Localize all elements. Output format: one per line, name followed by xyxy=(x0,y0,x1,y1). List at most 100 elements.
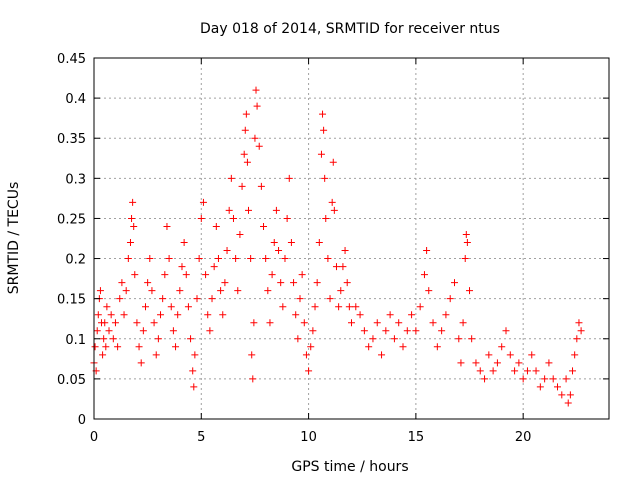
data-point xyxy=(105,327,113,335)
data-point xyxy=(204,311,212,319)
data-point xyxy=(167,303,175,311)
data-point xyxy=(365,343,373,351)
data-point xyxy=(305,367,313,375)
data-point xyxy=(545,359,553,367)
data-point xyxy=(403,327,411,335)
data-point xyxy=(577,327,585,335)
data-point xyxy=(285,174,293,182)
data-point xyxy=(197,214,205,222)
data-point xyxy=(390,335,398,343)
data-point xyxy=(150,319,158,327)
data-point xyxy=(315,239,323,247)
data-points xyxy=(90,86,585,407)
data-point xyxy=(558,391,566,399)
data-point xyxy=(128,214,136,222)
data-point xyxy=(287,239,295,247)
data-point xyxy=(219,311,227,319)
data-point xyxy=(133,319,141,327)
data-point xyxy=(253,102,261,110)
axis-ticks: 0 5 10 15 20 0 0.05 0.1 0.15 0.2 0.25 0.3 0.35 0.4 0.4… xyxy=(57,52,609,445)
data-point xyxy=(302,351,310,359)
data-point xyxy=(345,303,353,311)
data-point xyxy=(266,319,274,327)
data-point xyxy=(99,351,107,359)
data-point xyxy=(107,311,115,319)
data-point xyxy=(234,287,242,295)
data-point xyxy=(420,271,428,279)
data-point xyxy=(240,150,248,158)
data-point xyxy=(208,295,216,303)
data-point xyxy=(446,295,454,303)
data-point xyxy=(451,279,458,287)
data-point xyxy=(169,327,177,335)
data-point xyxy=(172,343,180,351)
data-point xyxy=(161,271,169,279)
data-point xyxy=(343,279,351,287)
data-point xyxy=(493,359,501,367)
y-tick-label: 0.05 xyxy=(57,373,86,388)
data-point xyxy=(248,351,256,359)
data-point xyxy=(416,303,424,311)
data-point xyxy=(159,295,167,303)
data-point xyxy=(189,367,197,375)
data-point xyxy=(319,110,327,118)
data-point xyxy=(180,239,188,247)
data-point xyxy=(148,287,156,295)
data-point xyxy=(264,287,272,295)
data-point xyxy=(111,319,119,327)
data-point xyxy=(528,351,536,359)
data-point xyxy=(549,375,557,383)
data-point xyxy=(272,206,280,214)
chart-title: Day 018 of 2014, SRMTID for receiver ntu… xyxy=(200,21,500,37)
y-tick-label: 0.25 xyxy=(57,212,86,227)
data-point xyxy=(290,279,298,287)
data-point xyxy=(317,150,325,158)
data-point xyxy=(320,126,328,134)
data-point xyxy=(221,279,229,287)
data-point xyxy=(329,158,337,166)
data-point xyxy=(252,86,260,94)
data-point xyxy=(242,110,250,118)
data-point xyxy=(423,247,431,255)
y-tick-label: 0.15 xyxy=(57,293,86,308)
data-point xyxy=(144,279,152,287)
data-point xyxy=(519,375,527,383)
data-point xyxy=(360,327,368,335)
data-point xyxy=(247,255,255,263)
data-point xyxy=(554,383,561,391)
data-point xyxy=(131,271,139,279)
data-point xyxy=(332,263,340,271)
data-point xyxy=(326,295,334,303)
data-point xyxy=(298,271,306,279)
y-tick-label: 0.1 xyxy=(65,333,86,348)
data-point xyxy=(249,375,257,383)
data-point xyxy=(182,271,190,279)
data-point xyxy=(114,343,122,351)
y-tick-label: 0.35 xyxy=(57,132,86,147)
data-point xyxy=(268,271,276,279)
y-axis-title: SRMTID / TECUs xyxy=(6,182,22,295)
data-point xyxy=(250,319,258,327)
data-point xyxy=(94,311,102,319)
data-point xyxy=(571,351,579,359)
data-point xyxy=(498,343,506,351)
data-point xyxy=(369,335,377,343)
x-tick-label: 0 xyxy=(90,430,98,445)
data-point xyxy=(101,319,109,327)
data-point xyxy=(212,222,220,230)
data-point xyxy=(270,239,278,247)
data-point xyxy=(300,319,308,327)
data-point xyxy=(109,335,117,343)
data-point xyxy=(321,174,329,182)
data-point xyxy=(100,335,108,343)
y-tick-label: 0 xyxy=(78,413,86,428)
data-point xyxy=(191,351,199,359)
data-point xyxy=(502,327,510,335)
data-point xyxy=(152,351,160,359)
data-point xyxy=(466,287,474,295)
data-point xyxy=(225,206,233,214)
data-point xyxy=(429,319,437,327)
data-point xyxy=(199,198,207,206)
plot-frame xyxy=(93,57,610,420)
data-point xyxy=(187,335,195,343)
